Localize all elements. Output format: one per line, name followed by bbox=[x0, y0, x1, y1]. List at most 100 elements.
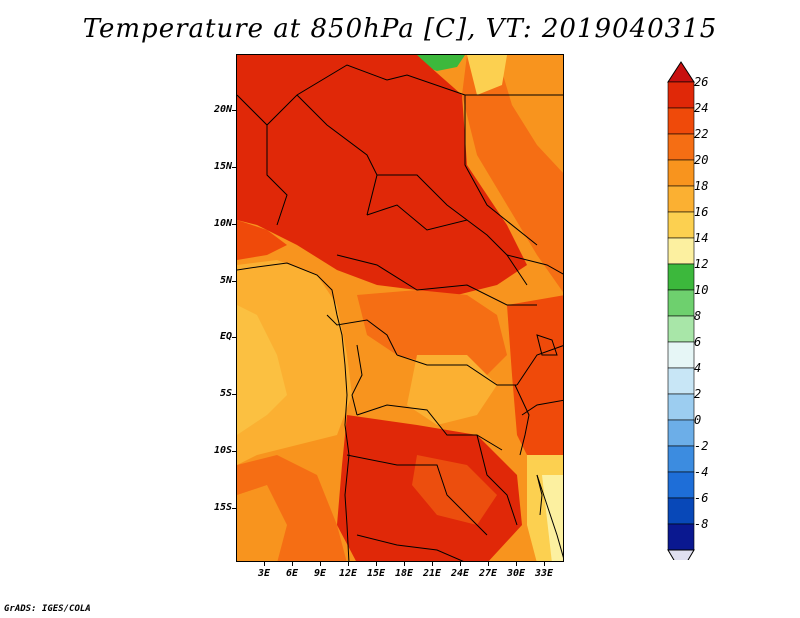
region-se-pale bbox=[542, 475, 563, 561]
x-label-18e: 18E bbox=[394, 568, 414, 579]
colorbar-label: 2 bbox=[694, 387, 702, 401]
x-tick bbox=[460, 562, 461, 566]
colorbar bbox=[667, 61, 695, 560]
colorbar-arrow-top bbox=[667, 61, 695, 83]
x-tick bbox=[544, 562, 545, 566]
colorbar-swatch bbox=[667, 107, 695, 135]
x-label-24e: 24E bbox=[450, 568, 470, 579]
x-label-30e: 30E bbox=[506, 568, 526, 579]
colorbar-label: -6 bbox=[694, 491, 709, 505]
region-ne-orange bbox=[497, 55, 563, 173]
border-drc-south bbox=[356, 404, 503, 451]
colorbar-swatch bbox=[667, 497, 695, 525]
grads-credit: GrADS: IGES/COLA bbox=[4, 604, 91, 614]
colorbar-label: 12 bbox=[694, 257, 709, 271]
colorbar-swatch bbox=[667, 237, 695, 265]
x-label-21e: 21E bbox=[422, 568, 442, 579]
y-tick bbox=[232, 167, 236, 168]
y-label-5n: 5N bbox=[219, 275, 232, 286]
colorbar-label: 6 bbox=[694, 335, 702, 349]
border-libya-egypt bbox=[386, 74, 538, 246]
colorbar-swatch bbox=[667, 81, 695, 109]
colorbar-swatch bbox=[667, 263, 695, 291]
x-tick bbox=[292, 562, 293, 566]
temperature-map bbox=[236, 54, 564, 562]
y-label-15s: 15S bbox=[213, 502, 232, 513]
border-kenya bbox=[516, 345, 563, 386]
colorbar-label: 8 bbox=[694, 309, 702, 323]
lake-victoria bbox=[536, 334, 558, 356]
y-tick bbox=[232, 337, 236, 338]
x-label-3e: 3E bbox=[257, 568, 271, 579]
colorbar-label: 0 bbox=[694, 413, 702, 427]
y-tick bbox=[232, 451, 236, 452]
x-label-9e: 9E bbox=[313, 568, 327, 579]
y-label-10n: 10N bbox=[213, 218, 232, 229]
colorbar-swatch bbox=[667, 445, 695, 473]
x-label-15e: 15E bbox=[366, 568, 386, 579]
colorbar-label: 26 bbox=[694, 75, 709, 89]
border-sudan-north bbox=[377, 174, 468, 221]
colorbar-label: 18 bbox=[694, 179, 709, 193]
colorbar-swatch bbox=[667, 289, 695, 317]
border-ethiopia bbox=[506, 254, 563, 275]
colorbar-swatch bbox=[667, 367, 695, 395]
country-borders bbox=[237, 64, 563, 561]
border-zambia bbox=[476, 434, 518, 526]
x-tick bbox=[488, 562, 489, 566]
border-angola bbox=[346, 454, 488, 536]
region-south-inner bbox=[412, 455, 497, 525]
colorbar-swatch bbox=[667, 211, 695, 239]
border-car bbox=[336, 254, 537, 306]
colorbar-label: -8 bbox=[694, 517, 709, 531]
colorbar-label: -2 bbox=[694, 439, 709, 453]
y-label-10s: 10S bbox=[213, 445, 232, 456]
border-gabon bbox=[351, 344, 363, 416]
colorbar-label: -4 bbox=[694, 465, 709, 479]
region-lakes-red bbox=[507, 295, 563, 475]
lake-tanganyika bbox=[514, 384, 530, 456]
colorbar-label: 22 bbox=[694, 127, 709, 141]
colorbar-label: 20 bbox=[694, 153, 709, 167]
border-niger-chad bbox=[296, 94, 378, 216]
y-label-20n: 20N bbox=[213, 104, 232, 115]
colorbar-swatch bbox=[667, 341, 695, 369]
map-canvas bbox=[237, 55, 563, 561]
colorbar-swatch bbox=[667, 315, 695, 343]
region-west-sahel bbox=[237, 220, 287, 260]
colorbar-swatch bbox=[667, 159, 695, 187]
x-tick bbox=[376, 562, 377, 566]
y-label-5s: 5S bbox=[219, 388, 232, 399]
colorbar-label: 16 bbox=[694, 205, 709, 219]
region-sw-orange bbox=[237, 485, 287, 561]
colorbar-label: 10 bbox=[694, 283, 709, 297]
colorbar-label: 24 bbox=[694, 101, 709, 115]
west-coastline bbox=[237, 262, 350, 561]
x-label-33e: 33E bbox=[534, 568, 554, 579]
colorbar-arrow-bottom bbox=[667, 549, 695, 560]
border-mali-niger bbox=[266, 125, 288, 226]
region-central bbox=[357, 290, 507, 375]
x-tick bbox=[516, 562, 517, 566]
y-tick bbox=[232, 508, 236, 509]
x-tick bbox=[432, 562, 433, 566]
border-mozambique bbox=[536, 474, 563, 558]
colorbar-swatch bbox=[667, 523, 695, 551]
x-tick bbox=[320, 562, 321, 566]
y-tick bbox=[232, 281, 236, 282]
lake-malawi bbox=[536, 474, 543, 516]
region-coast-cool bbox=[237, 305, 287, 435]
map-title: Temperature at 850hPa [C], VT: 201904031… bbox=[82, 14, 718, 44]
colorbar-swatch bbox=[667, 133, 695, 161]
region-congo-cool bbox=[407, 355, 497, 425]
x-tick bbox=[264, 562, 265, 566]
x-label-27e: 27E bbox=[478, 568, 498, 579]
colorbar-swatch bbox=[667, 393, 695, 421]
x-tick bbox=[348, 562, 349, 566]
border-drc-north bbox=[396, 354, 517, 386]
region-ne-yellow bbox=[467, 55, 507, 95]
y-tick bbox=[232, 224, 236, 225]
colorbar-label: 4 bbox=[694, 361, 702, 375]
y-label-15n: 15N bbox=[213, 161, 232, 172]
y-tick bbox=[232, 110, 236, 111]
